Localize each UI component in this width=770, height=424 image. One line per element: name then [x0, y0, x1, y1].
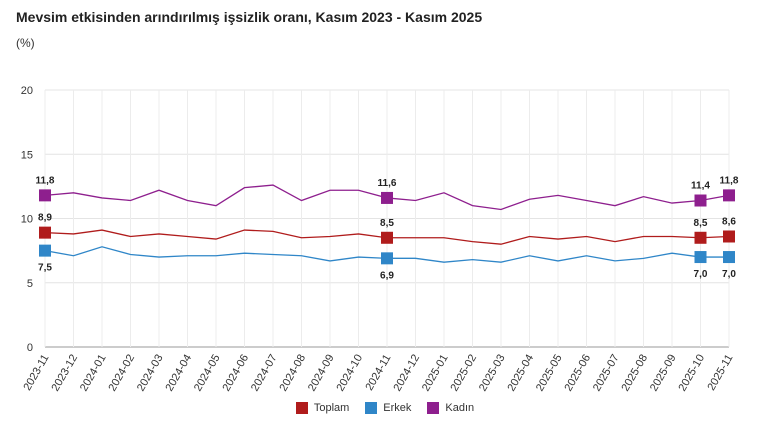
chart-title: Mevsim etkisinden arındırılmış işsizlik …: [16, 9, 483, 25]
x-tick-label: 2025-06: [563, 353, 594, 394]
y-tick-label: 20: [21, 85, 33, 97]
data-label: 7,0: [694, 269, 708, 280]
x-tick-label: 2025-02: [449, 353, 480, 394]
data-label: 8,5: [380, 218, 394, 229]
x-tick-label: 2024-05: [192, 353, 223, 394]
x-tick-label: 2023-11: [21, 353, 51, 393]
data-marker: [381, 191, 393, 204]
data-marker: [39, 244, 51, 257]
data-label: 11,8: [36, 175, 55, 186]
legend-item-toplam[interactable]: Toplam: [295, 402, 350, 414]
data-label: 7,0: [722, 269, 736, 280]
data-marker: [694, 251, 707, 264]
data-label: 6,9: [380, 270, 394, 281]
x-tick-label: 2024-09: [306, 353, 337, 394]
data-label: 11,6: [378, 178, 397, 189]
legend-label: Erkek: [383, 402, 412, 414]
x-tick-label: 2024-12: [392, 353, 423, 394]
data-label: 8,5: [694, 218, 708, 229]
x-tick-label: 2024-08: [278, 353, 309, 394]
x-tick-label: 2024-04: [164, 353, 195, 394]
y-tick-label: 15: [21, 149, 33, 161]
x-tick-label: 2024-10: [335, 353, 366, 394]
data-marker: [723, 189, 735, 202]
data-label: 8,9: [38, 213, 52, 224]
data-label: 8,6: [722, 216, 736, 227]
y-tick-label: 10: [21, 214, 33, 226]
legend-item-erkek[interactable]: Erkek: [365, 402, 411, 414]
data-label: 11,4: [691, 181, 710, 192]
x-tick-label: 2024-03: [135, 353, 166, 394]
legend-label: Toplam: [313, 402, 350, 414]
data-marker: [694, 231, 707, 244]
legend-item-kadın[interactable]: Kadın: [427, 402, 474, 414]
x-tick-label: 2024-01: [78, 353, 109, 394]
data-marker: [39, 189, 51, 202]
data-marker: [694, 194, 707, 207]
unit-label: (%): [16, 36, 35, 50]
legend-swatch: [295, 402, 308, 414]
legend-swatch: [365, 402, 378, 414]
data-marker: [723, 251, 735, 264]
x-tick-label: 2025-03: [477, 353, 508, 394]
x-tick-label: 2025-05: [534, 353, 565, 394]
x-tick-label: 2025-04: [506, 353, 537, 394]
x-tick-label: 2025-10: [677, 353, 708, 394]
data-marker: [381, 231, 393, 244]
data-marker: [39, 226, 51, 239]
y-tick-label: 5: [27, 278, 33, 290]
x-tick-label: 2024-07: [249, 353, 280, 394]
x-tick-label: 2025-11: [705, 353, 735, 393]
y-tick-label: 0: [27, 342, 33, 354]
x-tick-label: 2025-09: [648, 353, 679, 394]
data-marker: [723, 230, 735, 243]
legend-swatch: [427, 402, 440, 414]
x-tick-label: 2024-02: [107, 353, 138, 394]
x-tick-label: 2023-12: [50, 353, 81, 394]
x-tick-label: 2025-08: [620, 353, 651, 394]
data-marker: [381, 252, 393, 265]
data-label: 11,8: [720, 175, 739, 186]
x-tick-label: 2025-07: [591, 353, 622, 394]
data-label: 7,5: [38, 263, 52, 274]
legend-label: Kadın: [445, 402, 475, 414]
x-tick-label: 2024-06: [221, 353, 252, 394]
x-tick-label: 2024-11: [363, 353, 393, 393]
legend: Toplam Erkek Kadın: [0, 402, 770, 414]
x-tick-label: 2025-01: [420, 353, 451, 394]
